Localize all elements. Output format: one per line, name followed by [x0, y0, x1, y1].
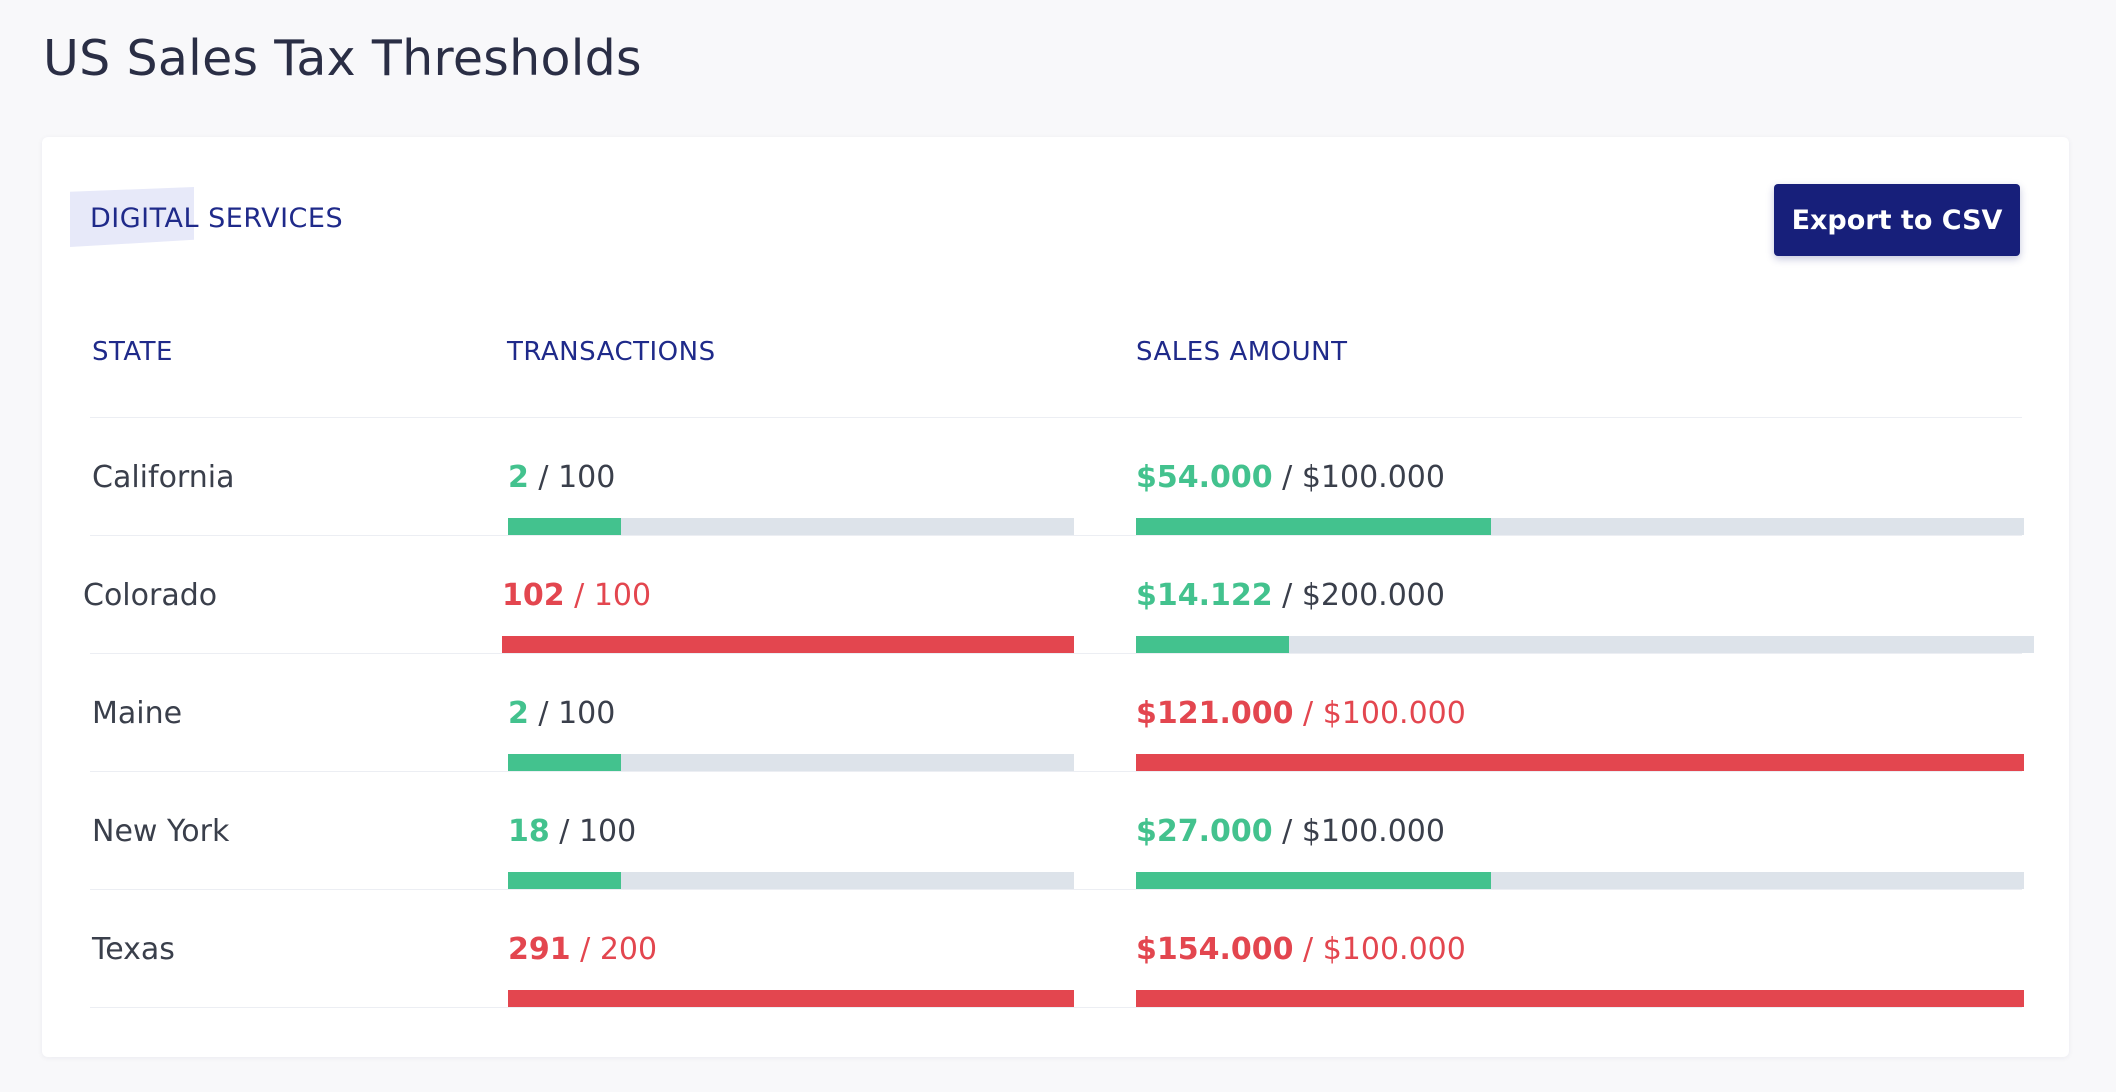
section-title: DIGITAL SERVICES: [90, 203, 344, 234]
row-divider: [90, 771, 2022, 772]
sales-limit: $100.000: [1322, 696, 1466, 731]
sales-progress-fill: [1136, 990, 2024, 1007]
state-name: Maine: [92, 696, 183, 731]
sales-limit: $100.000: [1301, 460, 1445, 495]
transactions-value: 291: [508, 932, 571, 967]
export-csv-button[interactable]: Export to CSV: [1774, 184, 2020, 256]
transactions-progress-fill: [508, 990, 1074, 1007]
sales-limit: $200.000: [1301, 578, 1445, 613]
transactions-progress-bar: [508, 872, 1074, 889]
transactions-metric: 18 / 100: [508, 814, 637, 849]
sales-progress-bar: [1136, 636, 2034, 653]
transactions-progress-fill: [502, 636, 1074, 653]
table-row: California 2 / 100 $54.000 / $100.000: [42, 418, 2069, 536]
state-name: Texas: [92, 932, 175, 967]
column-header-state[interactable]: STATE: [92, 337, 173, 367]
state-name: Colorado: [83, 578, 218, 613]
sales-value: $54.000: [1136, 460, 1273, 495]
table-row: Texas 291 / 200 $154.000 / $100.000: [42, 890, 2069, 1008]
transactions-progress-bar: [502, 636, 1074, 653]
row-divider: [90, 1007, 2022, 1008]
transactions-value: 2: [508, 460, 529, 495]
sales-progress-bar: [1136, 518, 2024, 535]
transactions-limit: 100: [578, 814, 637, 849]
transactions-metric: 2 / 100: [508, 460, 616, 495]
transactions-progress-bar: [508, 990, 1074, 1007]
sales-progress-fill: [1136, 636, 1289, 653]
sales-progress-fill: [1136, 872, 1492, 889]
column-header-transactions[interactable]: TRANSACTIONS: [507, 337, 716, 367]
sales-metric: $14.122 / $200.000: [1136, 578, 1445, 613]
state-name: California: [92, 460, 235, 495]
transactions-limit: 200: [599, 932, 658, 967]
transactions-limit: 100: [558, 696, 616, 731]
sales-progress-bar: [1136, 990, 2024, 1007]
transactions-value: 2: [508, 696, 529, 731]
table-header: STATE TRANSACTIONS SALES AMOUNT: [42, 337, 2069, 417]
transactions-limit: 100: [558, 460, 616, 495]
state-name: New York: [92, 814, 230, 849]
column-header-sales-amount[interactable]: SALES AMOUNT: [1136, 337, 1348, 367]
row-divider: [90, 653, 2022, 654]
row-divider: [90, 535, 2022, 536]
sales-value: $27.000: [1136, 814, 1273, 849]
transactions-progress-bar: [508, 754, 1074, 771]
transactions-progress-fill: [508, 872, 622, 889]
sales-progress-fill: [1136, 754, 2024, 771]
sales-limit: $100.000: [1301, 814, 1445, 849]
sales-value: $154.000: [1136, 932, 1294, 967]
thresholds-card: DIGITAL SERVICES Export to CSV STATE TRA…: [42, 137, 2069, 1057]
page-title: US Sales Tax Thresholds: [43, 30, 642, 87]
sales-limit: $100.000: [1322, 932, 1466, 967]
transactions-limit: 100: [593, 578, 652, 613]
sales-metric: $154.000 / $100.000: [1136, 932, 1466, 967]
table-row: Colorado 102 / 100 $14.122 / $200.000: [42, 536, 2069, 654]
transactions-progress-bar: [508, 518, 1074, 535]
transactions-metric: 102 / 100: [502, 578, 652, 613]
sales-value: $121.000: [1136, 696, 1294, 731]
transactions-value: 102: [502, 578, 565, 613]
section-title-highlight: [70, 187, 194, 247]
header-divider: [90, 417, 2022, 418]
sales-progress-bar: [1136, 754, 2024, 771]
transactions-value: 18: [508, 814, 550, 849]
sales-metric: $54.000 / $100.000: [1136, 460, 1445, 495]
sales-progress-bar: [1136, 872, 2024, 889]
table-row: New York 18 / 100 $27.000 / $100.000: [42, 772, 2069, 890]
sales-progress-fill: [1136, 518, 1492, 535]
transactions-progress-fill: [508, 518, 622, 535]
transactions-metric: 2 / 100: [508, 696, 616, 731]
sales-metric: $121.000 / $100.000: [1136, 696, 1466, 731]
transactions-metric: 291 / 200: [508, 932, 658, 967]
table-row: Maine 2 / 100 $121.000 / $100.000: [42, 654, 2069, 772]
sales-value: $14.122: [1136, 578, 1273, 613]
transactions-progress-fill: [508, 754, 622, 771]
row-divider: [90, 889, 2022, 890]
sales-metric: $27.000 / $100.000: [1136, 814, 1445, 849]
